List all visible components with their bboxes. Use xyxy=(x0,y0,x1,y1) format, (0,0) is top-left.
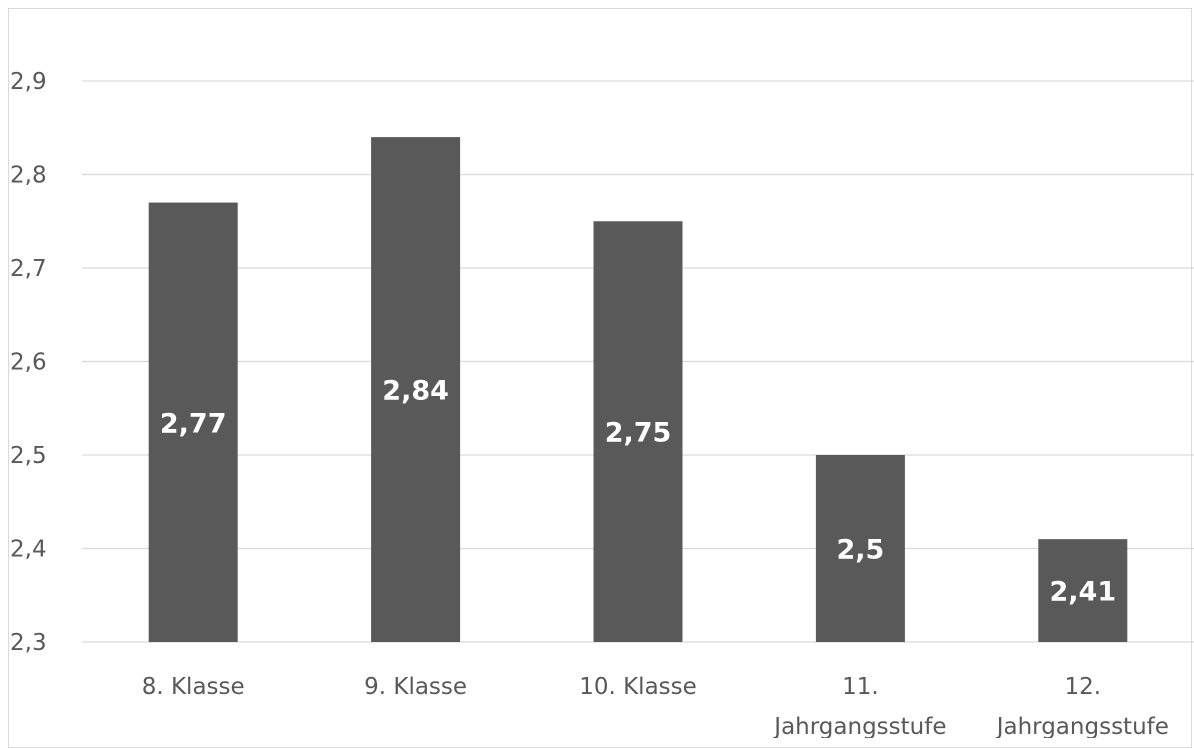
category-label: 8. Klasse xyxy=(142,674,245,700)
data-label: 2,75 xyxy=(605,418,672,449)
y-tick-label: 2,5 xyxy=(10,443,47,469)
data-label: 2,77 xyxy=(160,408,227,439)
y-tick-label: 2,7 xyxy=(10,256,47,282)
y-tick-label: 2,9 xyxy=(10,69,47,95)
category-label: Jahrgangsstufe xyxy=(772,714,946,738)
bar xyxy=(1038,539,1128,642)
category-label: Jahrgangsstufe xyxy=(995,714,1169,738)
category-label: 11. xyxy=(842,674,879,700)
y-tick-label: 2,3 xyxy=(10,630,47,656)
bar xyxy=(593,221,683,642)
bar xyxy=(815,455,905,642)
y-tick-label: 2,6 xyxy=(10,350,47,376)
data-label: 2,41 xyxy=(1049,577,1116,608)
data-label: 2,5 xyxy=(836,535,884,566)
y-tick-label: 2,4 xyxy=(10,537,47,563)
bar xyxy=(148,202,238,643)
category-label: 9. Klasse xyxy=(364,674,467,700)
category-label: 12. xyxy=(1065,674,1102,700)
data-label: 2,84 xyxy=(382,376,449,407)
bar xyxy=(371,137,461,642)
y-tick-label: 2,8 xyxy=(10,163,47,189)
category-label: 10. Klasse xyxy=(579,674,697,700)
